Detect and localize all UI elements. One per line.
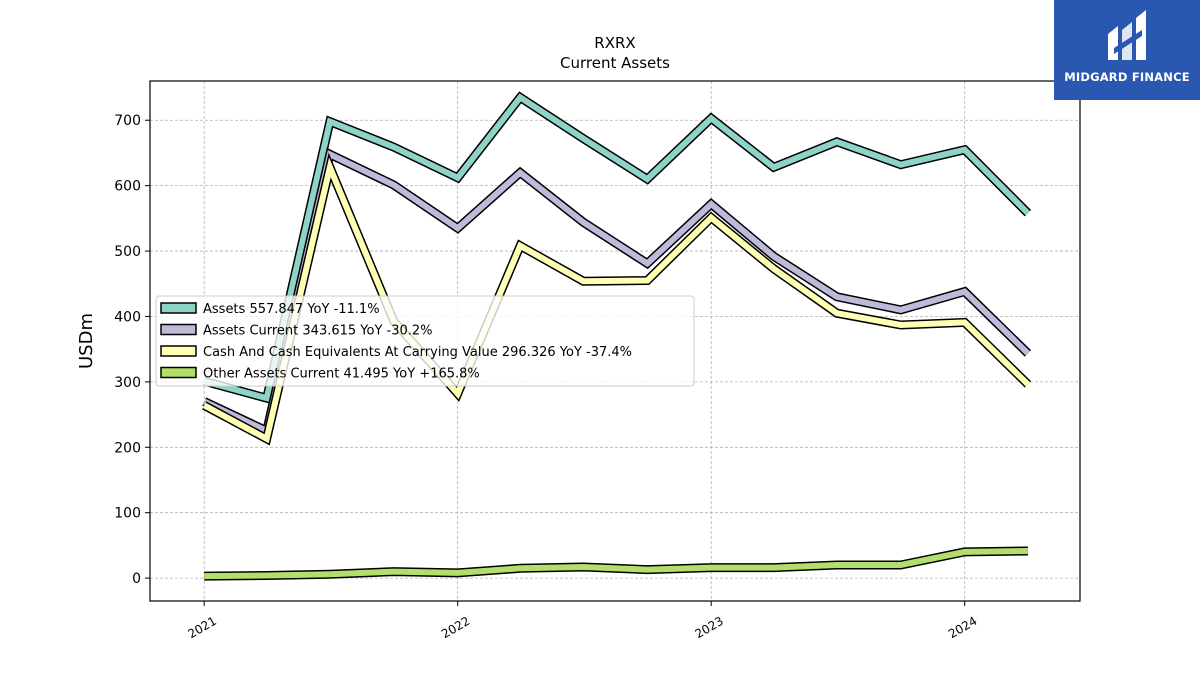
series-line-1: [202, 149, 1030, 436]
midgard-m-icon: [1108, 10, 1146, 60]
legend-entry: Assets 557.847 YoY -11.1%: [203, 302, 380, 317]
series-line-3: [204, 548, 1028, 580]
x-tick-label: 2021: [185, 614, 218, 641]
x-tick-label: 2023: [692, 614, 725, 641]
y-tick-label: 100: [114, 506, 141, 522]
y-tick-label: 200: [114, 440, 141, 456]
y-tick-label: 300: [114, 375, 141, 391]
y-tick-label: 500: [114, 244, 141, 260]
series-lines: [202, 91, 1032, 581]
legend-entry: Cash And Cash Equivalents At Carrying Va…: [203, 345, 632, 360]
plot-frame: [149, 80, 1081, 602]
series-line-0: [203, 93, 1031, 402]
legend-box: [155, 295, 695, 387]
brand-name: MIDGARD FINANCE: [1064, 70, 1190, 84]
legend: Assets 557.847 YoY -11.1% Assets Current …: [155, 295, 695, 387]
legend-swatch: [160, 366, 197, 379]
legend-entry: Assets Current 343.615 YoY -30.2%: [203, 324, 433, 339]
legend-swatch: [160, 302, 197, 314]
legend-swatch: [160, 345, 197, 357]
legend-entry: Other Assets Current 41.495 YoY +165.8%: [203, 367, 480, 382]
y-tick-label: 0: [132, 571, 141, 587]
chart-subtitle: Current Assets: [560, 54, 670, 72]
series-line-2: [202, 157, 1030, 444]
y-tick-label: 700: [114, 113, 141, 129]
y-tick-label: 400: [114, 309, 141, 325]
legend-swatch: [160, 323, 197, 336]
x-tick-label: 2024: [946, 614, 979, 641]
brand-logo: MIDGARD FINANCE: [1054, 0, 1200, 100]
chart-title: RXRX: [594, 34, 635, 52]
y-axis-label: USDm: [76, 313, 97, 369]
y-tick-label: 600: [114, 179, 141, 195]
x-tick-label: 2022: [439, 614, 472, 641]
